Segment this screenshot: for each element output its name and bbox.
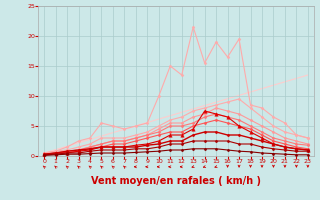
X-axis label: Vent moyen/en rafales ( km/h ): Vent moyen/en rafales ( km/h ) — [91, 176, 261, 186]
